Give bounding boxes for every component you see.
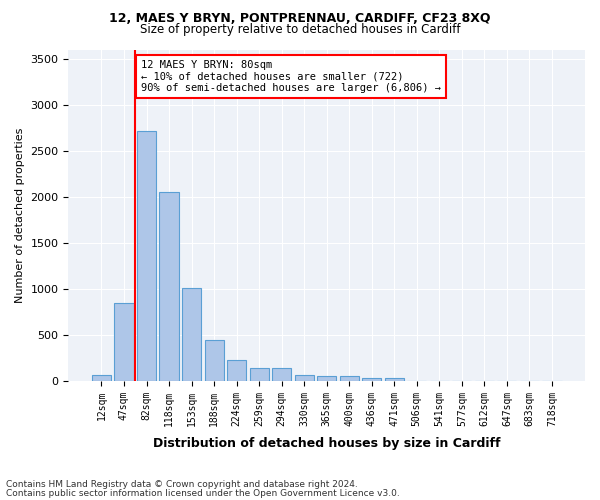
Bar [362,378,382,381]
Bar [137,131,156,381]
Bar [92,376,111,381]
Bar [205,340,224,381]
Bar [250,368,269,381]
Bar [340,376,359,381]
Text: Contains public sector information licensed under the Open Government Licence v3: Contains public sector information licen… [6,488,400,498]
X-axis label: Distribution of detached houses by size in Cardiff: Distribution of detached houses by size … [153,437,500,450]
Text: Size of property relative to detached houses in Cardiff: Size of property relative to detached ho… [140,24,460,36]
Bar [182,288,201,381]
Text: 12, MAES Y BRYN, PONTPRENNAU, CARDIFF, CF23 8XQ: 12, MAES Y BRYN, PONTPRENNAU, CARDIFF, C… [109,12,491,26]
Y-axis label: Number of detached properties: Number of detached properties [15,128,25,303]
Bar [160,192,179,381]
Bar [317,376,336,381]
Bar [115,303,134,381]
Bar [295,375,314,381]
Text: Contains HM Land Registry data © Crown copyright and database right 2024.: Contains HM Land Registry data © Crown c… [6,480,358,489]
Text: 12 MAES Y BRYN: 80sqm
← 10% of detached houses are smaller (722)
90% of semi-det: 12 MAES Y BRYN: 80sqm ← 10% of detached … [141,60,441,93]
Bar [227,360,246,381]
Bar [385,378,404,381]
Bar [272,368,291,381]
